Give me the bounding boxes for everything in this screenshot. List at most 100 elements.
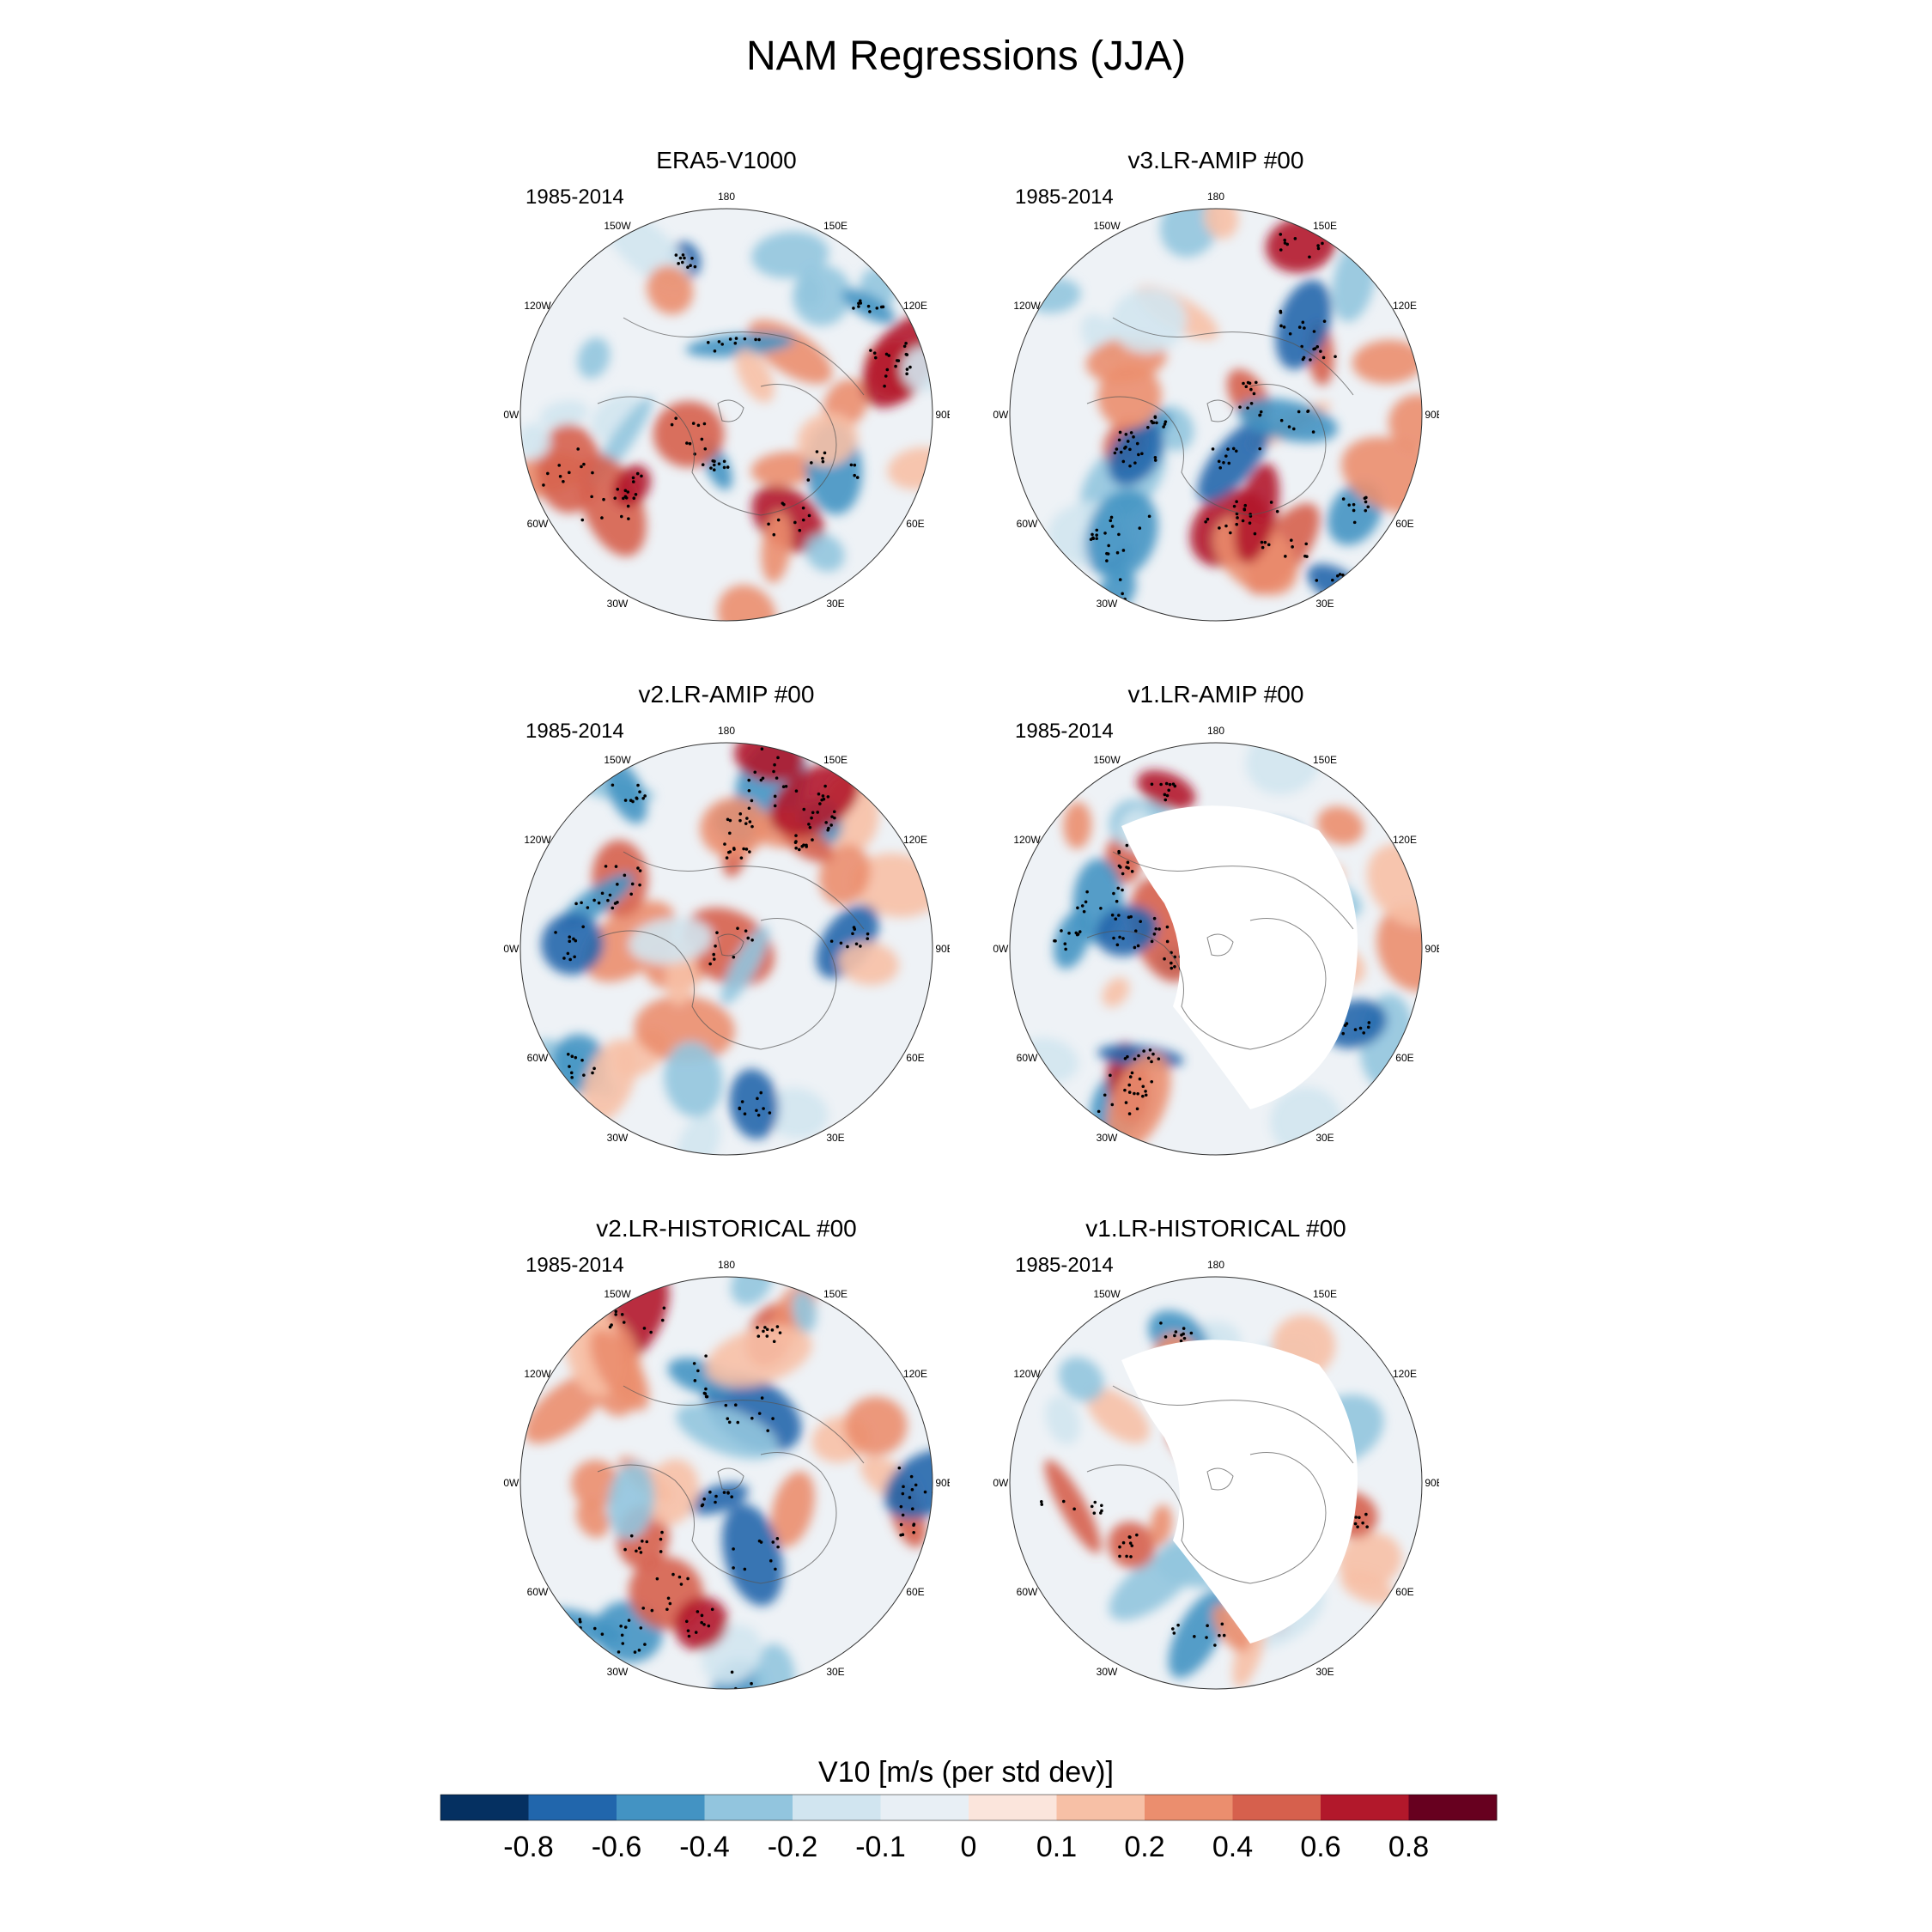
significance-dot — [742, 847, 745, 851]
colorbar-segment — [880, 1795, 969, 1820]
significance-dot — [1335, 574, 1340, 578]
significance-dot — [909, 1474, 914, 1479]
significance-dot — [904, 342, 908, 345]
significance-dot — [1072, 1507, 1076, 1511]
significance-dot — [750, 1416, 754, 1420]
anomaly-patch — [677, 1113, 721, 1155]
significance-dot — [1154, 927, 1158, 931]
longitude-label: 150E — [823, 754, 848, 766]
significance-dot — [822, 797, 826, 801]
significance-dot — [1253, 532, 1257, 536]
significance-dot — [1129, 431, 1133, 434]
significance-dot — [602, 497, 605, 501]
significance-dot — [600, 1632, 605, 1636]
significance-dot — [650, 1608, 654, 1613]
significance-dot — [901, 1492, 905, 1496]
significance-dot — [620, 1633, 624, 1637]
longitude-label: 150W — [1093, 220, 1121, 232]
significance-dot — [1334, 355, 1337, 359]
significance-dot — [645, 1540, 649, 1544]
significance-dot — [1341, 1031, 1346, 1036]
significance-dot — [1255, 380, 1258, 385]
significance-dot — [568, 935, 572, 939]
significance-dot — [566, 951, 570, 956]
significance-dot — [1126, 860, 1130, 865]
significance-dot — [1110, 1103, 1115, 1107]
significance-dot — [592, 1066, 596, 1071]
significance-dot — [732, 1547, 735, 1551]
significance-dot — [1315, 579, 1319, 582]
longitude-label: 60E — [906, 1586, 924, 1598]
significance-dot — [1297, 325, 1302, 329]
significance-dot — [597, 901, 601, 905]
significance-dot — [717, 462, 721, 465]
significance-dot — [1092, 1511, 1097, 1515]
significance-dot — [1124, 445, 1127, 449]
significance-dot — [1110, 525, 1115, 528]
significance-dot — [1242, 507, 1247, 512]
significance-dot — [600, 516, 604, 519]
significance-dot — [707, 1624, 711, 1628]
longitude-label: 60E — [906, 518, 924, 530]
significance-dot — [1133, 945, 1137, 950]
longitude-label: 60W — [527, 1052, 549, 1064]
significance-dot — [781, 785, 786, 789]
significance-dot — [1222, 1633, 1226, 1637]
panel-title: v1.LR-HISTORICAL #00 — [1085, 1215, 1346, 1242]
significance-dot — [1303, 554, 1307, 558]
longitude-label: 180 — [718, 191, 735, 203]
significance-dot — [616, 883, 619, 886]
longitude-label: 150E — [1313, 1288, 1337, 1300]
significance-dot — [608, 893, 612, 897]
significance-dot — [1159, 782, 1163, 787]
significance-dot — [642, 1327, 647, 1330]
significance-dot — [1115, 550, 1120, 555]
coastlines — [1086, 1385, 1354, 1584]
significance-dot — [624, 496, 629, 500]
significance-dot — [1290, 538, 1293, 543]
significance-dot — [558, 474, 562, 478]
significance-dot — [712, 463, 716, 467]
significance-dot — [1099, 906, 1103, 910]
map-panel-v2-historical: v2.LR-HISTORICAL #00 1985-2014 180 150E 12… — [503, 1214, 950, 1695]
significance-dot — [1291, 545, 1294, 549]
longitude-label: 30E — [826, 598, 844, 610]
significance-dot — [613, 902, 617, 905]
significance-dot — [914, 1483, 918, 1487]
significance-dot — [1153, 416, 1157, 419]
map-panel-v1-historical: v1.LR-HISTORICAL #00 1985-2014 180 150E 12… — [993, 1214, 1439, 1695]
significance-dot — [712, 952, 716, 957]
significance-dot — [1321, 241, 1324, 246]
anomaly-patch — [722, 1504, 783, 1607]
significance-dot — [572, 937, 575, 941]
significance-dot — [753, 770, 757, 775]
significance-dot — [1118, 1554, 1121, 1558]
significance-dot — [738, 812, 743, 816]
longitude-label: 30W — [1097, 1132, 1118, 1144]
significance-dot — [1133, 929, 1138, 933]
significance-dot — [711, 459, 715, 463]
significance-dot — [757, 337, 761, 342]
significance-dot — [1128, 1541, 1133, 1545]
anomaly-patch — [1197, 418, 1272, 503]
significance-dot — [750, 1681, 753, 1686]
longitude-label: 90W — [503, 409, 519, 421]
colorbar-segment — [440, 1795, 529, 1820]
significance-dot — [1341, 583, 1345, 586]
significance-dot — [726, 817, 730, 822]
significance-dot — [722, 465, 726, 470]
significance-dot — [635, 797, 639, 800]
anomaly-patch — [730, 1277, 773, 1305]
significance-dot — [816, 811, 819, 814]
longitude-label: 180 — [1207, 1259, 1224, 1271]
significance-dot — [1163, 793, 1167, 797]
significance-dot — [1138, 1077, 1142, 1081]
longitude-label: 30E — [1315, 1132, 1334, 1144]
significance-dot — [622, 1321, 626, 1324]
significance-dot — [846, 945, 849, 949]
longitude-label: 60W — [527, 518, 549, 530]
anomaly-patch — [1044, 1459, 1102, 1554]
significance-dot — [722, 459, 726, 464]
significance-dot — [884, 374, 888, 378]
significance-dot — [696, 423, 701, 428]
